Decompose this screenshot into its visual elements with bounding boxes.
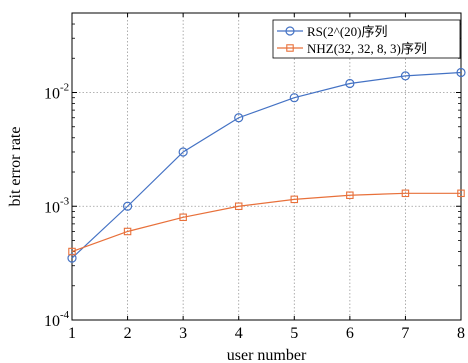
- series-line: [71, 192, 461, 253]
- x-axis-label: user number: [227, 347, 307, 363]
- grid-lines: [72, 12, 461, 320]
- series-layer: [67, 67, 466, 263]
- x-tick-label: 6: [346, 325, 354, 342]
- y-tick-label: 10 -3: [44, 195, 70, 216]
- data-point: [456, 67, 466, 78]
- data-point: [178, 147, 188, 157]
- series-line: [71, 71, 462, 259]
- data-point: [67, 253, 77, 263]
- axis-ticks: 1 2 3 4 5 6 7 810-410-310-2: [44, 12, 465, 342]
- data-point: [401, 189, 410, 198]
- y-tick-label: 10 -4: [44, 309, 70, 330]
- x-tick-label: 2: [124, 325, 132, 342]
- legend-box: [272, 19, 461, 59]
- x-tick-label: 5: [290, 325, 298, 342]
- x-tick-label: 8: [457, 325, 465, 342]
- data-point: [234, 113, 244, 123]
- data-point: [123, 227, 132, 236]
- y-tick-label-exponent: -3: [60, 195, 70, 207]
- data-point: [68, 247, 76, 256]
- data-point: [346, 191, 354, 199]
- y-tick-label-exponent: -2: [60, 82, 69, 94]
- x-tick-label: 4: [235, 325, 243, 342]
- y-tick-label-base: 10: [44, 313, 60, 330]
- data-point: [290, 195, 299, 204]
- plot-frame: [71, 12, 462, 321]
- legend: RS(2^(20)序列 NHZ(32, 32, 8, 3)序列: [272, 19, 461, 59]
- legend-swatch-marker: [285, 26, 295, 36]
- y-tick-label-base: 10: [44, 86, 60, 103]
- data-point: [345, 78, 355, 89]
- data-point: [179, 213, 187, 222]
- x-tick-label: 3: [179, 325, 187, 342]
- x-tick-label: 7: [401, 325, 409, 342]
- legend-entry-label: NHZ(32, 32, 8, 3)序列: [307, 41, 427, 56]
- data-point: [234, 202, 243, 211]
- y-tick-label-base: 10: [44, 199, 60, 216]
- y-tick-label: 10 -2: [44, 82, 69, 103]
- data-point: [122, 201, 133, 211]
- y-tick-label-exponent: -4: [60, 309, 70, 321]
- y-axis-label: bit error rate: [7, 127, 24, 207]
- legend-swatch-marker: [286, 44, 294, 52]
- legend-entry-label: RS(2^(20)序列: [307, 24, 388, 39]
- data-point: [457, 189, 465, 198]
- data-point: [400, 71, 411, 81]
- x-tick-label: 1: [68, 325, 76, 342]
- data-point: [289, 93, 299, 103]
